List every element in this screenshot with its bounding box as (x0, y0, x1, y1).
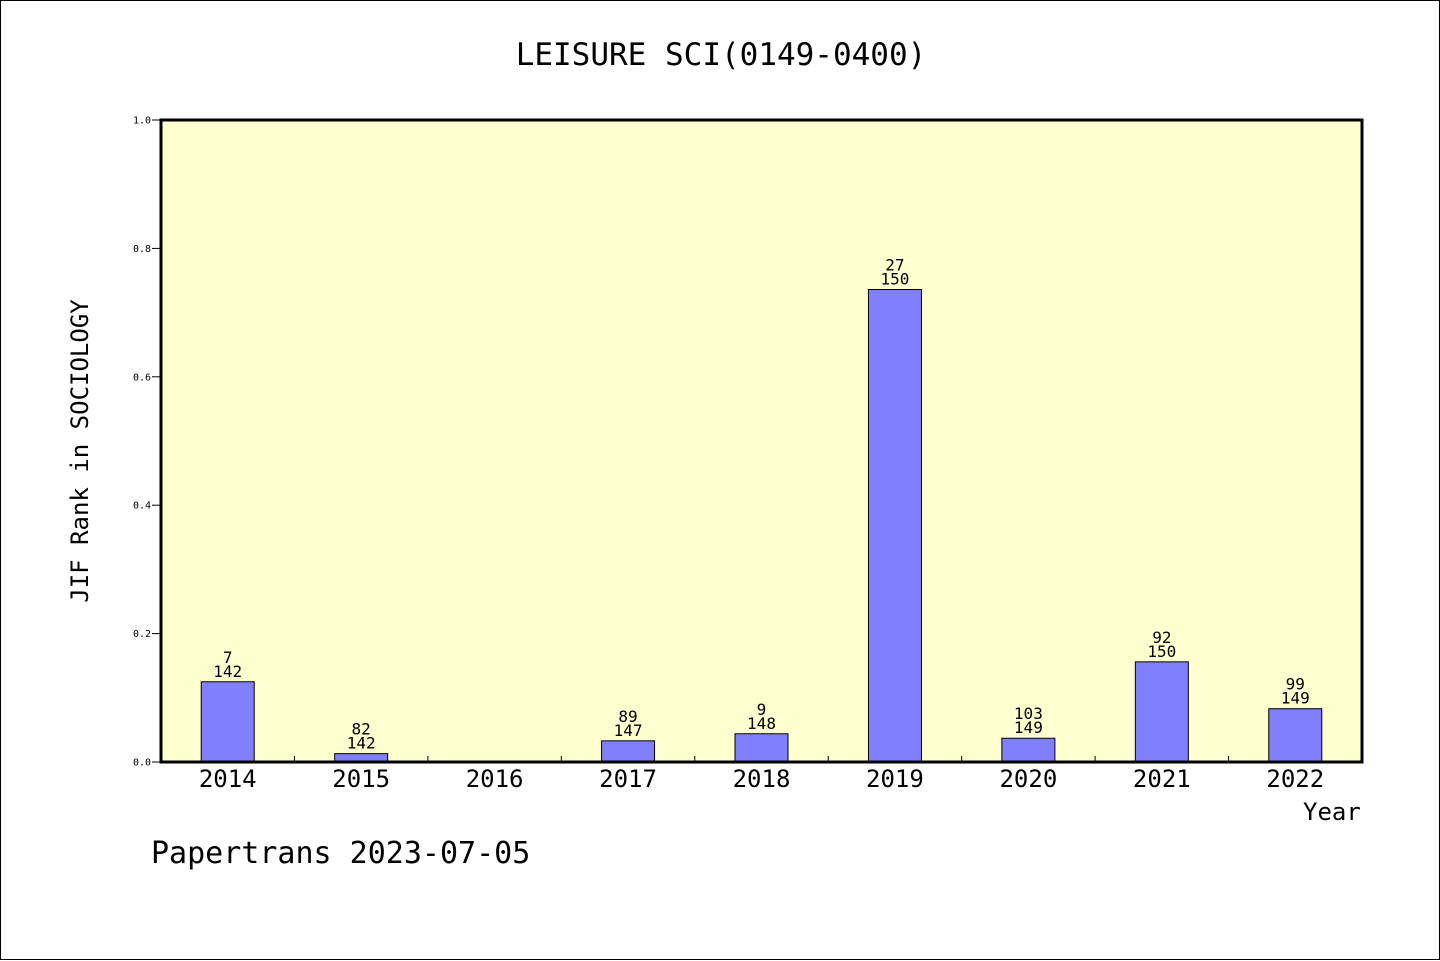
data-label-rank: 27 (885, 255, 904, 274)
chart-title: LEISURE SCI(0149-0400) (515, 37, 927, 73)
plot-area (161, 120, 1362, 762)
data-label-rank: 89 (618, 707, 637, 726)
data-label-total: 142 (347, 734, 376, 753)
bar-2014 (200, 681, 255, 763)
y-tick-label: 0.2 (133, 629, 151, 640)
bar-2022 (1268, 708, 1323, 763)
x-tick-label: 2016 (466, 765, 524, 793)
bar-2018 (734, 733, 789, 763)
y-tick-label: 0.4 (133, 501, 151, 512)
x-tick-label: 2021 (1133, 765, 1191, 793)
data-label-total: 149 (1281, 689, 1310, 708)
x-tick-label: 2015 (332, 765, 390, 793)
data-label-rank: 82 (352, 720, 371, 739)
data-label-rank: 9 (757, 700, 767, 719)
x-tick-label: 2020 (999, 765, 1057, 793)
y-tick-label: 0.8 (133, 244, 151, 255)
data-label-total: 149 (1014, 718, 1043, 737)
bar-2017 (601, 740, 656, 763)
x-tick-label: 2022 (1266, 765, 1324, 793)
data-label-total: 142 (213, 662, 242, 681)
x-tick-label: 2017 (599, 765, 657, 793)
x-tick-label: 2018 (733, 765, 791, 793)
data-label-total: 150 (880, 269, 909, 288)
footer-credit: Papertrans 2023-07-05 (151, 836, 531, 871)
x-tick-label: 2019 (866, 765, 924, 793)
y-tick-label: 0.6 (133, 372, 151, 383)
y-tick-label: 0.0 (133, 758, 151, 769)
data-label-rank: 92 (1152, 628, 1171, 647)
x-axis-label: Year (1303, 798, 1361, 826)
data-label-rank: 7 (223, 648, 233, 667)
data-label-rank: 99 (1286, 675, 1305, 694)
y-tick-label: 1.0 (133, 116, 151, 127)
x-tick-label: 2014 (199, 765, 257, 793)
bar-2020 (1001, 737, 1056, 763)
bar-2019 (867, 288, 922, 763)
bar-2021 (1134, 661, 1189, 763)
plot-border (159, 118, 1364, 764)
data-label-rank: 103 (1014, 704, 1043, 723)
data-label-total: 147 (614, 721, 643, 740)
data-label-total: 148 (747, 714, 776, 733)
data-label-total: 150 (1147, 642, 1176, 661)
